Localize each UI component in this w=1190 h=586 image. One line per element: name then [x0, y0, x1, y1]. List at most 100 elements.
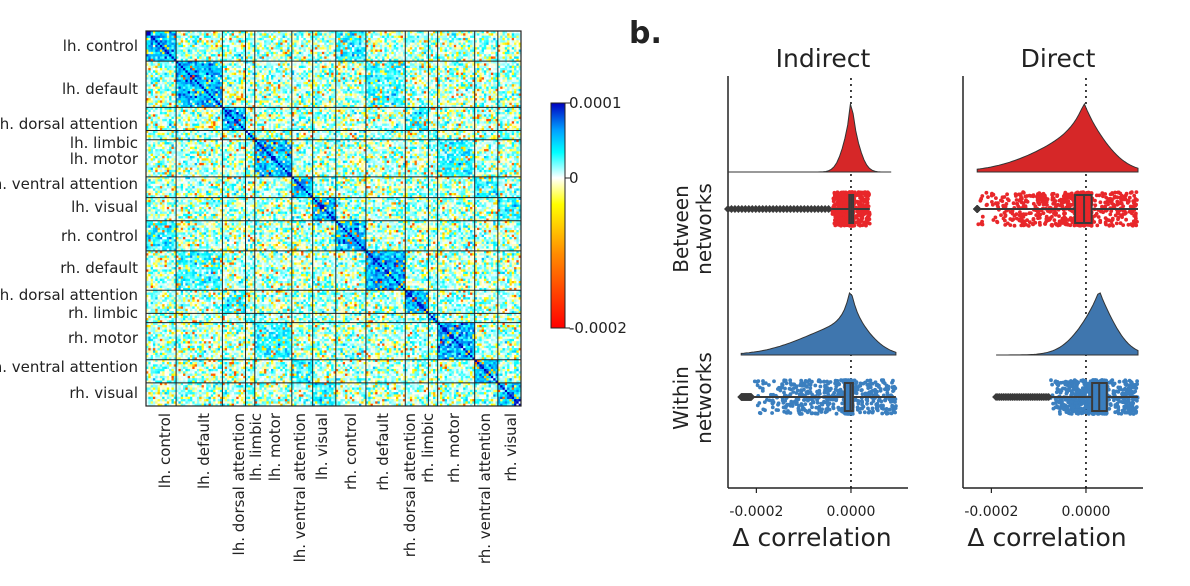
heatmap-cell: [398, 77, 401, 80]
heatmap-cell: [489, 77, 492, 80]
heatmap-cell: [484, 50, 487, 53]
heatmap-cell: [415, 94, 418, 97]
heatmap-cell: [431, 33, 434, 36]
heatmap-cell: [306, 73, 309, 76]
heatmap-cell: [421, 89, 424, 92]
heatmap-cell: [225, 87, 228, 90]
heatmap-cell: [285, 63, 288, 66]
heatmap-cell: [456, 38, 459, 41]
heatmap-cell: [273, 36, 276, 39]
heatmap-cell: [259, 36, 262, 39]
heatmap-cell: [509, 36, 512, 39]
heatmap-cell: [160, 68, 163, 71]
heatmap-cell: [331, 80, 334, 83]
heatmap-cell: [151, 33, 154, 36]
heatmap-cell: [264, 33, 267, 36]
heatmap-cell: [391, 98, 394, 101]
heatmap-cell: [431, 50, 434, 53]
heatmap-cell: [303, 89, 306, 92]
heatmap-cell: [273, 73, 276, 76]
heatmap-cell: [452, 89, 455, 92]
heatmap-cell: [424, 68, 427, 71]
heatmap-cell: [447, 36, 450, 39]
heatmap-cell: [327, 91, 330, 94]
heatmap-cell: [162, 75, 165, 78]
heatmap-cell: [229, 73, 232, 76]
heatmap-cell: [257, 89, 260, 92]
heatmap-cell: [345, 77, 348, 80]
heatmap-cell: [236, 70, 239, 73]
heatmap-cell: [391, 54, 394, 57]
heatmap-cell: [259, 100, 262, 103]
heatmap-cell: [375, 47, 378, 50]
heatmap-cell: [227, 50, 230, 53]
heatmap-cell: [320, 47, 323, 50]
heatmap-cell: [371, 91, 374, 94]
heatmap-cell: [387, 77, 390, 80]
heatmap-cell: [484, 98, 487, 101]
heatmap-cell: [301, 89, 304, 92]
heatmap-cell: [276, 63, 279, 66]
heatmap-cell: [507, 80, 510, 83]
heatmap-cell: [331, 33, 334, 36]
heatmap-cell: [280, 80, 283, 83]
heatmap-cell: [151, 91, 154, 94]
heatmap-cell: [482, 68, 485, 71]
heatmap-cell: [514, 52, 517, 55]
heatmap-cell: [359, 80, 362, 83]
heatmap-cell: [338, 52, 341, 55]
heatmap-cell: [516, 33, 519, 36]
heatmap-cell: [479, 89, 482, 92]
heatmap-cell: [225, 70, 228, 73]
heatmap-cell: [509, 38, 512, 41]
heatmap-cell: [415, 80, 418, 83]
heatmap-cell: [373, 94, 376, 97]
heatmap-cell: [359, 100, 362, 103]
heatmap-cell: [357, 73, 360, 76]
heatmap-cell: [408, 66, 411, 69]
heatmap-cell: [445, 73, 448, 76]
heatmap-cell: [415, 87, 418, 90]
heatmap-cell: [463, 96, 466, 99]
heatmap-cell: [178, 56, 181, 59]
heatmap-cell: [421, 54, 424, 57]
heatmap-cell: [470, 66, 473, 69]
heatmap-cell: [232, 56, 235, 59]
heatmap-cell: [190, 36, 193, 39]
heatmap-cell: [338, 50, 341, 53]
heatmap-cell: [368, 70, 371, 73]
heatmap-cell: [276, 98, 279, 101]
heatmap-cell: [213, 80, 216, 83]
heatmap-cell: [327, 66, 330, 69]
heatmap-cell: [181, 89, 184, 92]
heatmap-cell: [465, 94, 468, 97]
heatmap-cell: [296, 100, 299, 103]
heatmap-cell: [449, 45, 452, 48]
heatmap-cell: [169, 40, 172, 43]
heatmap-cell: [461, 66, 464, 69]
heatmap-cell: [183, 77, 186, 80]
heatmap-cell: [447, 66, 450, 69]
heatmap-cell: [287, 43, 290, 46]
heatmap-cell: [465, 70, 468, 73]
heatmap-cell: [213, 89, 216, 92]
heatmap-cell: [155, 38, 158, 41]
heatmap-cell: [322, 75, 325, 78]
heatmap-cell: [463, 68, 466, 71]
heatmap-cell: [484, 36, 487, 39]
heatmap-cell: [320, 100, 323, 103]
heatmap-cell: [447, 87, 450, 90]
heatmap-cell: [167, 89, 170, 92]
heatmap-cell: [153, 75, 156, 78]
heatmap-cell: [491, 66, 494, 69]
heatmap-cell: [389, 47, 392, 50]
heatmap-cell: [343, 94, 346, 97]
heatmap-cell: [415, 43, 418, 46]
heatmap-cell: [387, 87, 390, 90]
heatmap-cell: [250, 36, 253, 39]
heatmap-cell: [218, 50, 221, 53]
heatmap-cell: [285, 94, 288, 97]
heatmap-cell: [209, 66, 212, 69]
heatmap-cell: [350, 63, 353, 66]
heatmap-cell: [375, 45, 378, 48]
